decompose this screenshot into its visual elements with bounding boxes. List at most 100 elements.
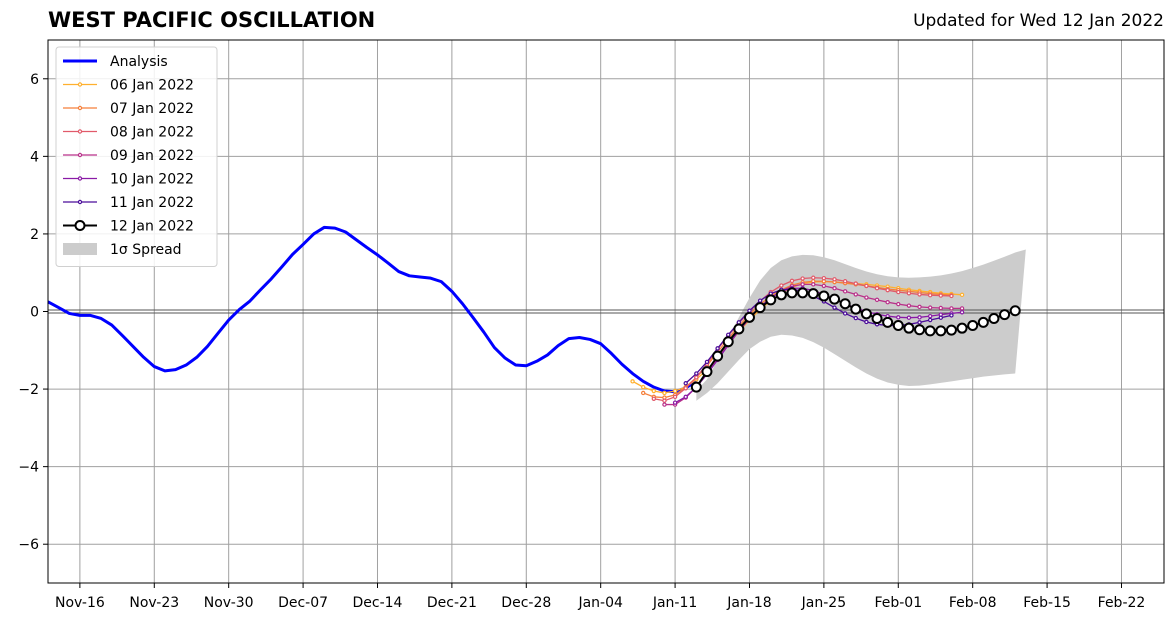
forecast-point: [832, 277, 837, 282]
forecast-point: [956, 322, 968, 334]
y-axis: −6 −4 −2 0 2 4 6: [18, 72, 48, 553]
forecast-point: [811, 282, 816, 287]
forecast-point: [807, 288, 819, 300]
forecast-point: [694, 375, 699, 380]
x-tick-label: Feb-08: [949, 595, 997, 611]
x-tick-label: Nov-30: [204, 595, 254, 611]
forecast-point: [988, 312, 1000, 324]
forecast-point: [903, 322, 915, 334]
forecast-point: [829, 293, 841, 305]
x-axis: Nov-16 Nov-23 Nov-30 Dec-07 Dec-14 Dec-21 Dec-…: [55, 583, 1145, 611]
legend-label: 09 Jan 2022: [110, 148, 194, 164]
forecast-point: [786, 287, 798, 299]
x-tick-label: Feb-01: [874, 595, 922, 611]
legend-marker: [74, 220, 86, 231]
legend-label: Analysis: [110, 54, 168, 70]
forecast-point: [959, 310, 965, 315]
forecast-point: [927, 305, 933, 310]
forecast-point: [701, 366, 713, 378]
legend-label: 06 Jan 2022: [110, 78, 194, 94]
forecast-point: [651, 388, 657, 394]
analysis-line: [47, 225, 698, 394]
legend-entry: 09 Jan 2022: [63, 148, 194, 164]
forecast-point: [945, 324, 957, 336]
legend-marker: [77, 176, 83, 181]
forecast-point: [743, 311, 755, 323]
grid: [48, 40, 1164, 583]
forecast-point: [821, 283, 827, 289]
y-tick-label: −4: [18, 460, 39, 476]
legend-swatch: [63, 243, 97, 255]
forecast-point: [800, 276, 805, 281]
forecast-point: [885, 299, 890, 305]
x-tick-label: Dec-14: [353, 595, 403, 611]
chart-subtitle: Updated for Wed 12 Jan 2022: [913, 11, 1164, 31]
x-tick-label: Dec-28: [501, 595, 551, 611]
legend-marker: [77, 199, 83, 205]
forecast-point: [927, 313, 933, 319]
forecast-point: [938, 293, 944, 298]
forecast-point: [938, 315, 944, 320]
forecast-point: [914, 324, 926, 336]
forecast-point: [811, 275, 816, 280]
forecast-point: [694, 371, 699, 376]
forecast-point: [726, 332, 731, 337]
forecast-point: [722, 336, 734, 348]
forecast-point: [896, 315, 901, 320]
forecast-point: [853, 292, 858, 297]
forecast-point: [775, 289, 787, 301]
legend-label: 1σ Spread: [110, 242, 182, 258]
forecast-point: [874, 286, 880, 291]
forecast-point: [885, 287, 890, 293]
forecast-point: [917, 304, 922, 310]
legend-label: 07 Jan 2022: [110, 101, 194, 117]
forecast-point: [853, 281, 858, 286]
forecast-point: [917, 292, 922, 297]
legend-marker: [77, 82, 83, 87]
forecast-point: [927, 317, 933, 323]
forecast-point: [754, 302, 766, 314]
legend-entry: 1σ Spread: [63, 242, 182, 258]
forecast-point: [949, 313, 954, 318]
legend-marker: [77, 152, 83, 158]
forecast-point: [906, 291, 912, 296]
forecast-point: [757, 298, 763, 303]
legend-label: 12 Jan 2022: [110, 219, 194, 235]
forecast-point: [842, 311, 848, 316]
forecast-point: [641, 384, 646, 390]
forecast-point: [917, 315, 922, 320]
forecast-point: [832, 305, 837, 310]
forecast-point: [672, 394, 678, 400]
forecast-point: [906, 315, 912, 320]
forecast-point: [662, 402, 667, 407]
forecast-point: [853, 315, 858, 321]
forecast-point: [789, 278, 795, 284]
legend-label: 11 Jan 2022: [110, 195, 194, 211]
forecast-point: [850, 303, 862, 315]
forecast-point: [733, 323, 745, 335]
forecast-point: [662, 390, 667, 396]
forecast-point: [821, 275, 827, 281]
forecast-point: [917, 320, 922, 325]
forecast-point: [672, 400, 678, 405]
legend-entry: 07 Jan 2022: [63, 101, 194, 117]
series-group: [47, 225, 1021, 407]
x-tick-label: Nov-23: [129, 595, 179, 611]
legend-marker: [77, 129, 83, 134]
x-tick-label: Jan-25: [801, 595, 846, 611]
forecast-point: [630, 379, 635, 384]
forecast-point: [864, 295, 869, 300]
y-tick-label: 0: [30, 305, 39, 321]
forecast-point: [651, 396, 657, 401]
forecast-point: [662, 398, 667, 403]
forecast-point: [690, 381, 702, 393]
legend-entry: 11 Jan 2022: [63, 195, 194, 211]
legend-box: [55, 46, 218, 267]
forecast-point: [896, 301, 901, 307]
forecast-point: [977, 316, 989, 328]
forecast-point: [892, 319, 904, 331]
forecast-point: [832, 286, 837, 291]
forecast-point: [800, 282, 805, 287]
legend-label: 08 Jan 2022: [110, 125, 194, 141]
